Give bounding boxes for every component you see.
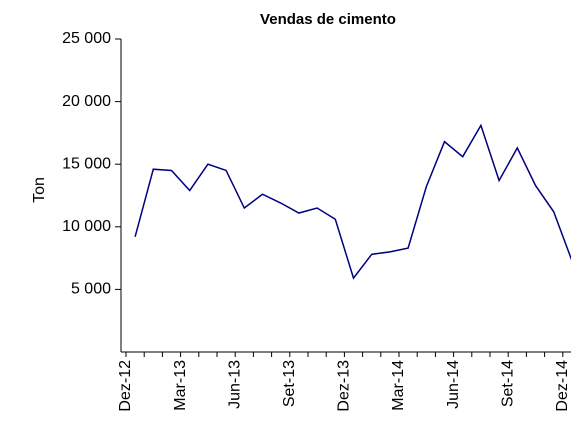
y-tick-label: 10 000 xyxy=(62,218,111,235)
x-tick-label: Set-14 xyxy=(499,360,516,407)
x-tick-label: Dez-14 xyxy=(554,360,571,412)
y-tick-label: 20 000 xyxy=(62,93,111,110)
y-tick-label: 15 000 xyxy=(62,155,111,172)
x-tick-label: Mar-14 xyxy=(390,360,407,411)
y-axis-label: Ton xyxy=(31,177,48,203)
chart-title: Vendas de cimento xyxy=(260,11,396,28)
x-tick-label: Jun-13 xyxy=(226,360,243,409)
y-tick-label: 25 000 xyxy=(62,30,111,47)
x-tick-label: Dez-12 xyxy=(117,360,134,412)
data-line xyxy=(134,123,571,280)
x-tick-label: Jun-14 xyxy=(445,360,462,409)
x-tick-label: Mar-13 xyxy=(172,360,189,411)
y-tick-label: 5 000 xyxy=(71,281,111,298)
x-tick-label: Set-13 xyxy=(281,360,298,407)
x-tick-label: Dez-13 xyxy=(336,360,353,412)
